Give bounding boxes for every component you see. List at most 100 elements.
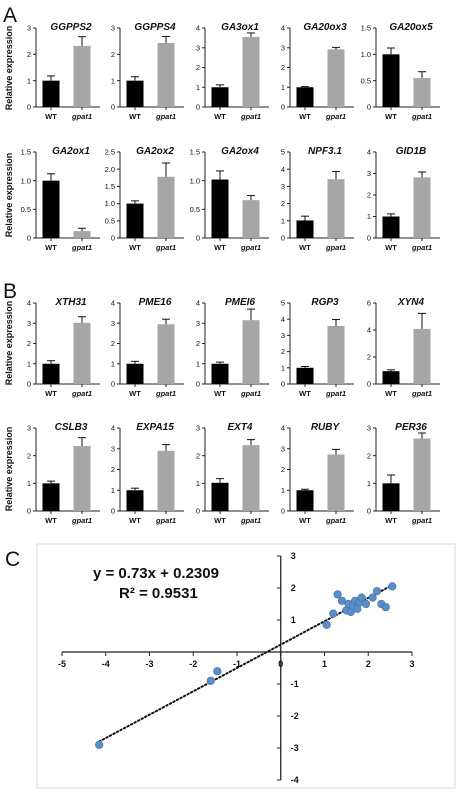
bar-chart-ga3ox1: 0 1 2 3 4 GA3ox1 WT gpat1 xyxy=(196,22,269,121)
y-tick-label: 0 xyxy=(367,103,371,112)
category-label-gpat1: gpat1 xyxy=(155,243,176,252)
bar-chart-pmei6: 0 1 2 3 4 PMEI6 WT gpat1 xyxy=(196,297,269,398)
bar-chart-ruby: 0 1 2 3 4 RUBY WT gpat1 xyxy=(281,422,354,525)
data-point xyxy=(388,582,397,591)
category-label-wt: WT xyxy=(129,243,141,252)
bar-chart-ga20ox3: 0 1 2 3 4 GA20ox3 WT gpat1 xyxy=(281,22,354,121)
category-label-gpat1: gpat1 xyxy=(155,516,176,525)
category-label-wt: WT xyxy=(385,243,397,252)
y-axis-label: Relative expression xyxy=(4,26,14,111)
category-label-gpat1: gpat1 xyxy=(240,112,261,121)
gene-title: GA2ox4 xyxy=(221,146,259,157)
y-tick-label: 2 xyxy=(27,451,31,460)
data-point xyxy=(333,590,342,599)
bar-chart-cslb3: 0 1 2 3 CSLB3 WT gpat1 xyxy=(27,422,100,525)
data-point xyxy=(322,620,331,629)
y-tick-label: -2 xyxy=(291,711,299,721)
category-label-gpat1: gpat1 xyxy=(155,112,176,121)
y-tick-label: 1.5 xyxy=(105,182,115,191)
bar-gpat1 xyxy=(242,445,260,511)
category-label-wt: WT xyxy=(129,389,141,398)
gene-title: RGP3 xyxy=(311,297,339,308)
y-tick-label: 1.5 xyxy=(21,148,31,157)
panel-b-bar-charts: Relative expression Relative expression 0 1… xyxy=(4,297,440,525)
y-tick-label: 3 xyxy=(27,319,31,328)
bar-chart-per36: 0 1 2 3 PER36 WT gpat1 xyxy=(367,422,440,525)
y-tick-label: 2 xyxy=(111,465,115,474)
y-tick-label: 2 xyxy=(281,465,285,474)
y-tick-label: 2.5 xyxy=(105,148,115,157)
bar-chart-ga20ox5: 0 0.5 1.0 1.5 GA20ox5 WT gpat1 xyxy=(361,22,440,121)
category-label-wt: WT xyxy=(385,112,397,121)
bar-gpat1 xyxy=(73,231,91,238)
y-tick-label: 5 xyxy=(281,148,285,157)
category-label-gpat1: gpat1 xyxy=(411,243,432,252)
y-tick-label: 1 xyxy=(281,83,285,92)
gene-title: GID1B xyxy=(396,146,427,157)
y-tick-label: 1 xyxy=(27,76,31,85)
bar-wt xyxy=(382,54,400,107)
y-tick-label: 1.0 xyxy=(21,176,31,185)
bar-gpat1 xyxy=(157,176,175,238)
category-label-wt: WT xyxy=(299,516,311,525)
category-label-gpat1: gpat1 xyxy=(325,243,346,252)
y-tick-label: 0 xyxy=(111,507,115,516)
category-label-wt: WT xyxy=(214,516,226,525)
category-label-gpat1: gpat1 xyxy=(411,112,432,121)
bar-gpat1 xyxy=(327,49,345,107)
y-tick-label: 2 xyxy=(281,63,285,72)
y-tick-label: 0 xyxy=(281,380,285,389)
category-label-gpat1: gpat1 xyxy=(411,516,432,525)
y-tick-label: 1 xyxy=(281,486,285,495)
bar-gpat1 xyxy=(242,36,260,108)
y-tick-label: 0 xyxy=(281,507,285,516)
bar-gpat1 xyxy=(242,320,260,384)
y-tick-label: 0.5 xyxy=(21,205,31,214)
y-tick-label: 6 xyxy=(367,299,371,308)
panel-c-scatter: -5 -4 -3 -2 -1 0 1 2 3 -4 -3 -2 -1 1 2 3 xyxy=(58,551,415,785)
gene-title: GA3ox1 xyxy=(221,22,259,33)
bar-chart-xyn4: 0 2 4 6 XYN4 WT gpat1 xyxy=(367,297,440,398)
y-tick-label: 0.5 xyxy=(190,205,200,214)
y-tick-label: 4 xyxy=(281,24,285,33)
y-tick-label: 0.5 xyxy=(105,216,115,225)
bar-wt xyxy=(126,80,144,107)
y-tick-label: 4 xyxy=(27,299,31,308)
bar-wt xyxy=(42,483,60,511)
y-tick-label: 3 xyxy=(281,182,285,191)
bar-chart-ga2ox4: 0 0.5 1.0 1.5 GA2ox4 WT gpat1 xyxy=(190,146,269,252)
bar-chart-expa15: 0 1 2 3 4 EXPA15 WT gpat1 xyxy=(111,422,184,525)
y-tick-label: 4 xyxy=(196,299,200,308)
y-tick-label: 2 xyxy=(367,191,371,200)
bar-wt xyxy=(42,80,60,107)
x-tick-label: 1 xyxy=(322,659,327,669)
category-label-wt: WT xyxy=(299,112,311,121)
y-tick-label: 0 xyxy=(111,234,115,243)
y-tick-label: 0 xyxy=(281,234,285,243)
y-tick-label: 2.0 xyxy=(105,165,115,174)
y-tick-label: 1 xyxy=(27,479,31,488)
gene-title: EXT4 xyxy=(227,422,252,433)
bar-wt xyxy=(42,180,60,238)
y-axis-label: Relative expression xyxy=(4,153,14,238)
category-label-gpat1: gpat1 xyxy=(240,243,261,252)
y-tick-label: 0 xyxy=(367,380,371,389)
bar-chart-pme16: 0 1 2 3 4 PME16 WT gpat1 xyxy=(111,297,184,398)
category-label-gpat1: gpat1 xyxy=(325,389,346,398)
y-tick-label: 4 xyxy=(111,424,115,433)
y-tick-label: 1 xyxy=(27,359,31,368)
y-tick-label: 4 xyxy=(367,148,371,157)
bar-chart-ggpps4: 0 1 2 3 GGPPS4 WT gpat1 xyxy=(111,22,184,121)
y-tick-label: 3 xyxy=(111,444,115,453)
category-label-gpat1: gpat1 xyxy=(155,389,176,398)
panel-letter-b: B xyxy=(3,280,17,303)
x-tick-label: -5 xyxy=(58,659,66,669)
bar-wt xyxy=(126,203,144,238)
y-tick-label: 2 xyxy=(196,339,200,348)
r-squared: R² = 0.9531 xyxy=(119,585,198,602)
bar-gpat1 xyxy=(413,177,431,238)
y-tick-label: 0 xyxy=(196,234,200,243)
bar-wt xyxy=(211,482,229,511)
x-tick-label: -4 xyxy=(102,659,110,669)
